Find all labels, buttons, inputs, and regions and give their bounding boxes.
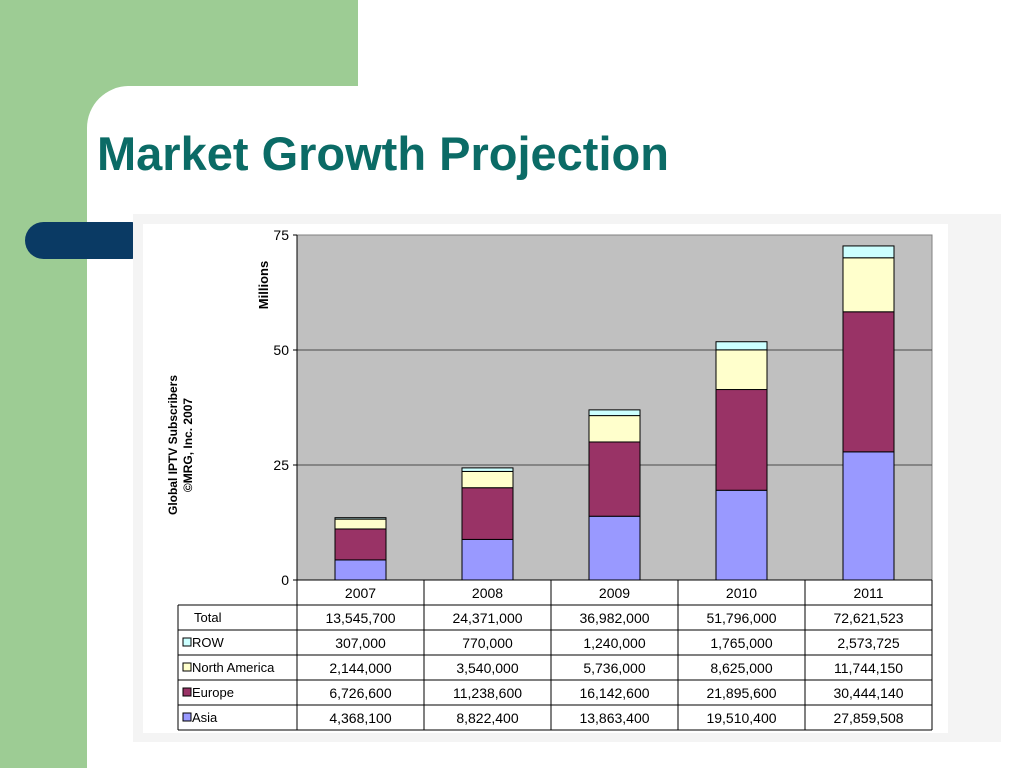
side-label-title: Global IPTV Subscribers	[166, 375, 180, 515]
bar-segment-north-america	[842, 257, 895, 313]
legend-swatch	[182, 687, 192, 697]
bar-segment-asia	[334, 559, 387, 581]
y-tick-label: 25	[273, 457, 289, 473]
table-cell: 21,895,600	[706, 685, 776, 701]
table-row-label: Europe	[192, 685, 234, 700]
slide-title: Market Growth Projection	[97, 127, 669, 180]
side-label-copyright: ©MRG, Inc. 2007	[181, 398, 195, 493]
table-cell: 16,142,600	[579, 685, 649, 701]
bar-segment-europe	[715, 389, 768, 491]
bar-segment-europe	[461, 487, 514, 540]
table-body-bg	[178, 605, 932, 730]
table-row-label: ROW	[192, 635, 225, 650]
y-tick-label: 75	[273, 227, 289, 243]
table-header-bg	[297, 580, 932, 605]
x-tick-label: 2008	[472, 585, 503, 601]
bar-segment-row	[842, 245, 895, 259]
bar-segment-north-america	[715, 349, 768, 391]
table-cell: 5,736,000	[583, 660, 645, 676]
table-row-label: Total	[194, 610, 222, 625]
table-cell: 8,625,000	[710, 660, 772, 676]
y-tick-label: 50	[273, 342, 289, 358]
bar-segment-asia	[588, 515, 641, 581]
bar-segment-row	[588, 409, 641, 417]
table-cell: 6,726,600	[329, 685, 391, 701]
table-cell: 1,240,000	[583, 635, 645, 651]
legend-swatch	[182, 637, 192, 647]
table-cell: 19,510,400	[706, 710, 776, 726]
bar-segment-row	[334, 517, 387, 520]
table-row-label: Asia	[192, 710, 218, 725]
bar-segment-row	[715, 341, 768, 351]
table-cell: 13,863,400	[579, 710, 649, 726]
table-cell: 30,444,140	[833, 685, 903, 701]
table-cell: 11,744,150	[834, 660, 903, 676]
table-cell: 51,796,000	[706, 610, 776, 626]
bar-segment-asia	[715, 489, 768, 581]
legend-swatch	[182, 712, 192, 722]
x-tick-label: 2010	[726, 585, 757, 601]
x-tick-label: 2011	[853, 585, 883, 601]
bar-segment-asia	[842, 451, 895, 581]
table-cell: 4,368,100	[329, 710, 391, 726]
table-cell: 36,982,000	[579, 610, 649, 626]
table-cell: 11,238,600	[453, 685, 522, 701]
table-cell: 2,144,000	[329, 660, 391, 676]
table-cell: 8,822,400	[456, 710, 518, 726]
table-cell: 3,540,000	[456, 660, 518, 676]
legend-swatch	[182, 662, 192, 672]
accent-pill	[25, 222, 150, 259]
x-tick-label: 2007	[345, 585, 376, 601]
bar-segment-asia	[461, 538, 514, 581]
table-cell: 307,000	[335, 635, 386, 651]
table-cell: 1,765,000	[710, 635, 772, 651]
bar-segment-europe	[842, 311, 895, 453]
bar-segment-north-america	[461, 470, 514, 489]
table-cell: 770,000	[462, 635, 513, 651]
table-cell: 24,371,000	[452, 610, 522, 626]
y-tick-label: 0	[281, 572, 289, 588]
bar-segment-north-america	[588, 415, 641, 443]
table-cell: 27,859,508	[833, 710, 903, 726]
table-cell: 13,545,700	[325, 610, 395, 626]
bar-segment-europe	[334, 528, 387, 561]
table-cell: 72,621,523	[833, 610, 903, 626]
table-row-label: North America	[192, 660, 275, 675]
bar-segment-row	[461, 467, 514, 472]
bar-segment-north-america	[334, 518, 387, 530]
table-cell: 2,573,725	[837, 635, 899, 651]
bar-segment-europe	[588, 441, 641, 517]
y-axis-label: Millions	[256, 261, 271, 309]
x-tick-label: 2009	[599, 585, 630, 601]
